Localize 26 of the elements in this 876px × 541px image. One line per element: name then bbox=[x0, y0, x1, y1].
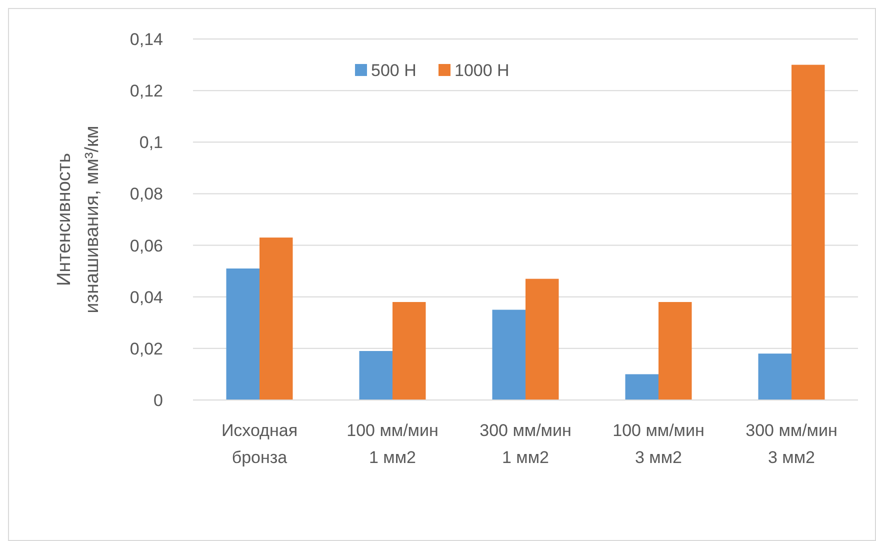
y-axis-title: Интенсивность изнашивания, мм³/км bbox=[54, 126, 103, 314]
x-tick-label: 100 мм/мин 1 мм2 bbox=[346, 421, 438, 467]
y-tick-label: 0,1 bbox=[139, 133, 163, 152]
legend-label: 500 Н bbox=[371, 61, 416, 80]
bar bbox=[658, 302, 692, 400]
x-tick-label: 300 мм/мин 3 мм2 bbox=[746, 421, 838, 467]
bar bbox=[492, 310, 526, 400]
y-tick-label: 0,04 bbox=[130, 288, 163, 307]
bar bbox=[359, 351, 392, 400]
legend-label: 1000 Н bbox=[454, 61, 510, 80]
y-tick-label: 0,02 bbox=[130, 339, 163, 358]
bar bbox=[226, 268, 260, 400]
y-tick-label: 0 bbox=[154, 391, 163, 410]
bar bbox=[392, 302, 426, 400]
x-tick-label: Исходная бронза bbox=[221, 421, 298, 467]
bar bbox=[758, 354, 792, 400]
y-tick-label: 0,14 bbox=[130, 30, 163, 49]
bar bbox=[260, 238, 293, 400]
y-tick-label: 0,12 bbox=[130, 82, 163, 101]
x-tick-label: 300 мм/мин 1 мм2 bbox=[480, 421, 572, 467]
bar bbox=[625, 374, 658, 400]
y-tick-label: 0,06 bbox=[130, 236, 163, 256]
bar bbox=[792, 64, 825, 400]
bar bbox=[526, 278, 559, 400]
x-tick-label: 100 мм/мин 3 мм2 bbox=[612, 421, 704, 467]
y-tick-label: 0,08 bbox=[130, 184, 163, 204]
